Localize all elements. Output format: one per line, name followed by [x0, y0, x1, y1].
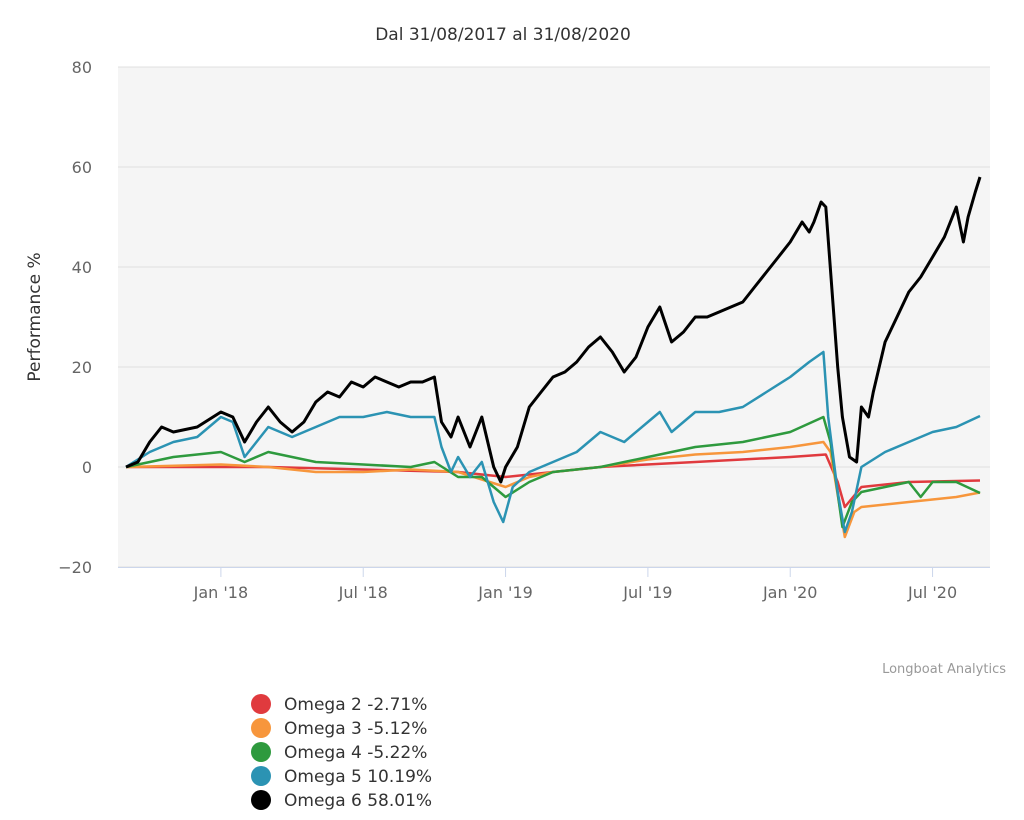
legend-marker — [251, 718, 271, 738]
series-line-omega-5[interactable] — [125, 350, 981, 534]
legend-item[interactable]: Omega 5 10.19% — [251, 766, 432, 787]
legend-label: Omega 2 -2.71% — [284, 695, 427, 715]
legend-item[interactable]: Omega 6 58.01% — [251, 790, 432, 811]
plot-background — [118, 67, 990, 567]
y-tick-label: 60 — [72, 158, 92, 177]
chart-title: Dal 31/08/2017 al 31/08/2020 — [375, 25, 631, 45]
legend-item[interactable]: Omega 3 -5.12% — [251, 718, 427, 739]
credits-link[interactable]: Longboat Analytics — [882, 662, 1006, 677]
legend-label: Omega 6 58.01% — [284, 791, 432, 811]
series-line-omega-3[interactable] — [125, 440, 981, 539]
x-tick-label: Jan '19 — [477, 583, 533, 602]
series-line-omega-4[interactable] — [125, 415, 981, 529]
series-line-omega-6[interactable] — [125, 176, 982, 484]
y-tick-label: 40 — [72, 258, 92, 277]
y-tick-label: 0 — [82, 458, 92, 477]
legend-label: Omega 3 -5.12% — [284, 719, 427, 739]
x-tick-label: Jan '20 — [762, 583, 818, 602]
x-tick-label: Jan '18 — [193, 583, 249, 602]
y-tick-label: 80 — [72, 58, 92, 77]
legend-label: Omega 4 -5.22% — [284, 743, 427, 763]
y-tick-label: 20 — [72, 358, 92, 377]
legend-label: Omega 5 10.19% — [284, 767, 432, 787]
x-tick-label: Jul '18 — [338, 583, 388, 602]
legend-marker — [251, 766, 271, 786]
x-tick-label: Jul '19 — [622, 583, 672, 602]
legend-item[interactable]: Omega 2 -2.71% — [251, 694, 427, 715]
y-axis-label: Performance % — [25, 252, 45, 381]
legend-marker — [251, 790, 271, 810]
legend-marker — [251, 694, 271, 714]
x-tick-label: Jul '20 — [907, 583, 957, 602]
legend-marker — [251, 742, 271, 762]
legend-item[interactable]: Omega 4 -5.22% — [251, 742, 427, 763]
y-tick-label: −20 — [58, 558, 92, 577]
